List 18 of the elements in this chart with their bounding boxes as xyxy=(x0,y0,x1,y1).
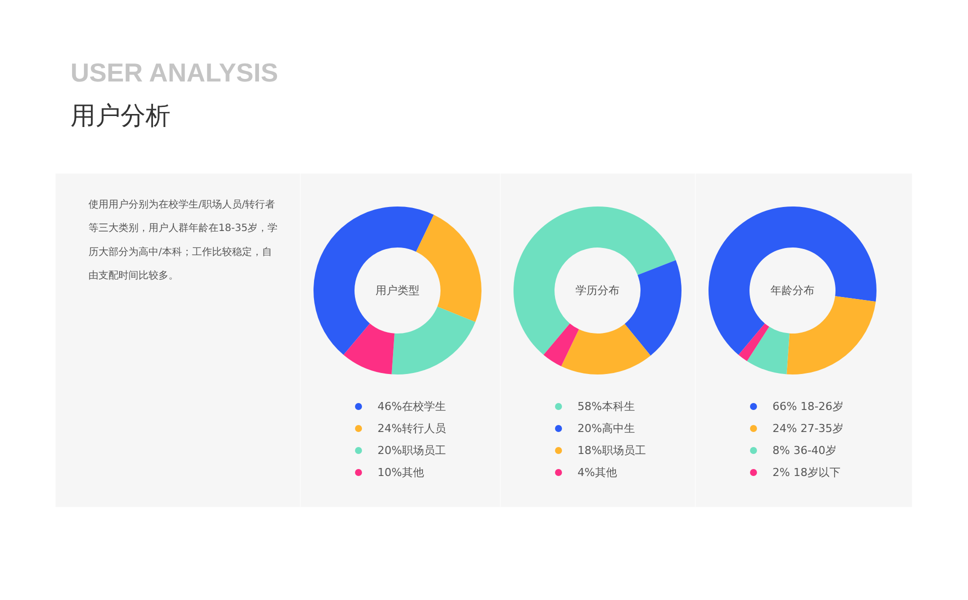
legend-label: 58%本科生 xyxy=(578,400,635,413)
text: 用户分析 xyxy=(70,101,170,130)
text: 学历分布 xyxy=(576,284,620,297)
legend-label: 4%其他 xyxy=(578,466,617,479)
text: 使用用户分别为在校学生/职场人员/转行者等三大类别，用户人群年龄在18-35岁，学历大部分为高中/本科；工作比较稳定，自由支配时间比较多。 xyxy=(88,200,278,282)
text: 用户类型 xyxy=(376,284,420,297)
legend-label: 66% 18-26岁 xyxy=(772,400,844,413)
legend-label: 18%职场员工 xyxy=(578,444,646,457)
legend-label: 20%职场员工 xyxy=(378,444,446,457)
legend-label: 20%高中生 xyxy=(578,422,635,435)
legend-label: 46%在校学生 xyxy=(378,400,446,413)
legend-label: 10%其他 xyxy=(378,466,424,479)
text: USER ANALYSIS xyxy=(70,58,278,88)
text: 年龄分布 xyxy=(770,284,814,297)
legend-label: 2% 18岁以下 xyxy=(772,466,840,479)
legend-label: 8% 36-40岁 xyxy=(772,444,836,457)
legend-label: 24%转行人员 xyxy=(378,422,446,435)
legend-label: 24% 27-35岁 xyxy=(772,422,844,435)
